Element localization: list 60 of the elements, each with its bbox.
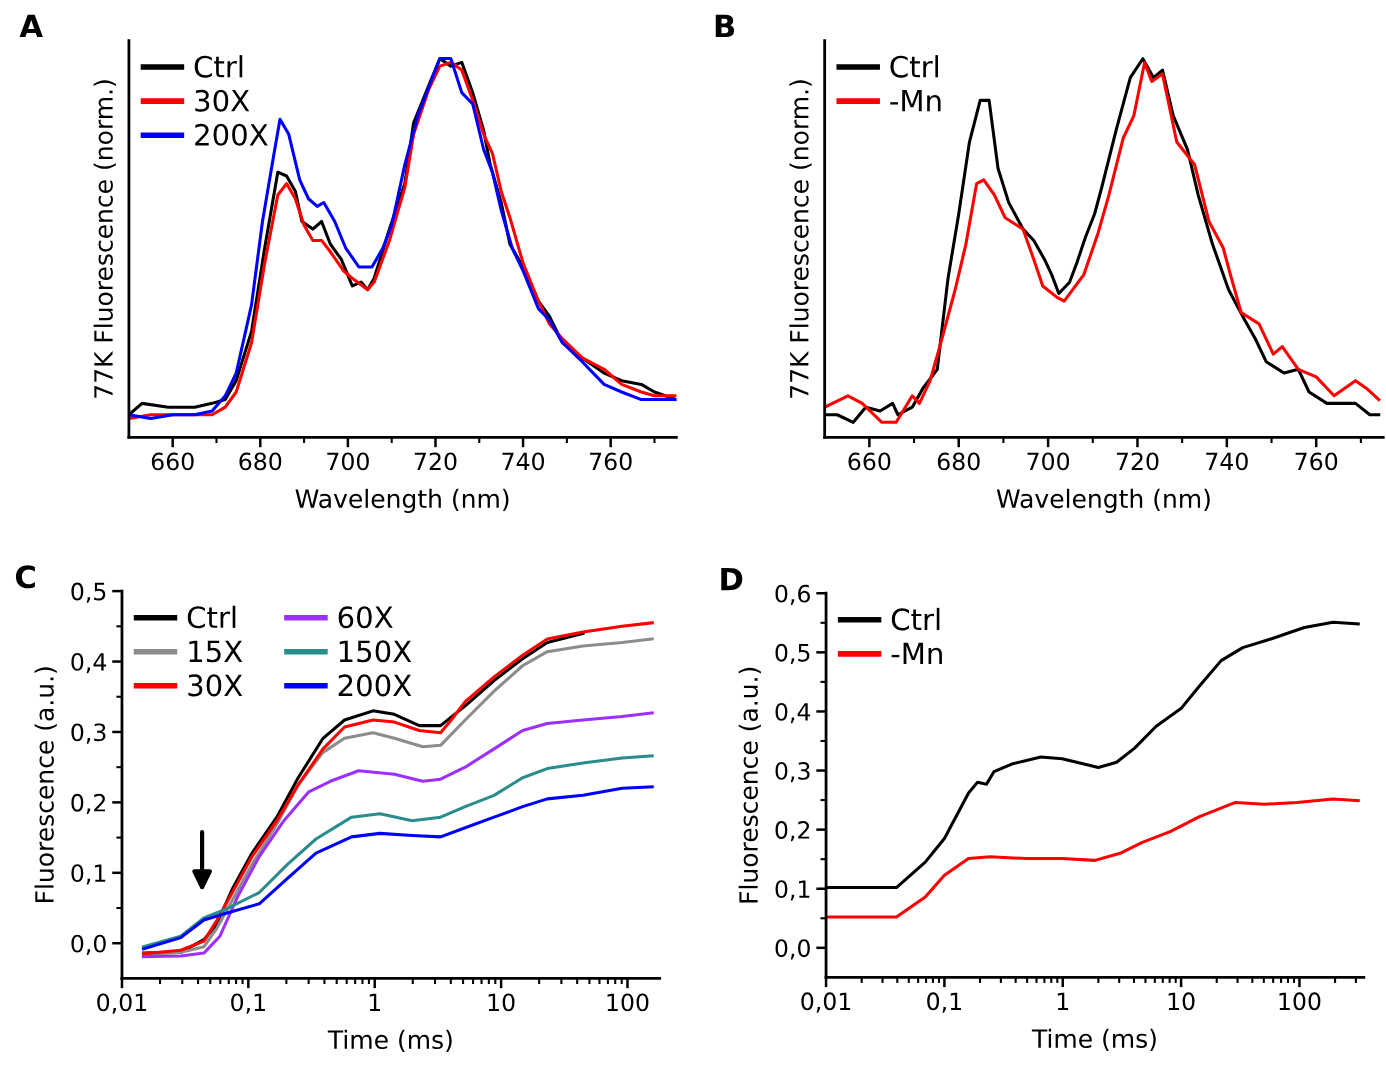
x-axis-title: Time (ms) [327, 1029, 452, 1053]
x-tick-label: 0,1 [927, 992, 961, 1013]
x-tick-label: 0,01 [97, 993, 147, 1014]
y-tick-label: 0,2 [71, 793, 106, 815]
y-axis-title: Fluorescence (a.u.) [34, 667, 57, 902]
y-tick-label: 0,0 [71, 934, 106, 955]
x-tick-label: 680 [937, 452, 980, 471]
x-tick-label: 0,1 [231, 993, 265, 1014]
x-tick-label: 700 [327, 452, 369, 471]
x-tick-label: 100 [607, 993, 649, 1012]
legend-label: -Mn [890, 90, 941, 112]
x-tick-label: 1 [1057, 992, 1069, 1010]
y-tick-label: 0,5 [71, 582, 106, 603]
chart-title: C [15, 565, 35, 589]
x-tick-label: 680 [239, 452, 282, 471]
y-tick-label: 0,4 [71, 652, 107, 674]
x-tick-label: 740 [502, 452, 545, 471]
legend-label: 200X [338, 674, 412, 697]
x-tick-label: 740 [1206, 452, 1248, 471]
legend-label: -Mn [891, 642, 942, 665]
x-tick-label: 700 [1027, 452, 1070, 471]
x-tick-label: 0,01 [801, 992, 851, 1013]
legend-label: 30X [195, 89, 250, 112]
y-axis-title: Fluorescence (a.u.) [738, 667, 761, 903]
x-tick-label: 760 [1295, 452, 1338, 471]
y-tick-label: 0,0 [775, 939, 810, 960]
legend-label: Ctrl [194, 55, 243, 78]
x-tick-label: 660 [848, 452, 891, 471]
y-axis-title: 77K Fluorescence (norm.) [789, 80, 812, 398]
chart-title: B [715, 14, 735, 38]
x-tick-label: 1 [369, 993, 381, 1011]
chart-title: A [19, 14, 43, 38]
legend-label: 15X [189, 640, 243, 663]
y-tick-label: 0,3 [775, 761, 810, 783]
x-tick-label: 660 [151, 452, 194, 471]
y-tick-label: 0,1 [775, 880, 810, 901]
y-tick-label: 0,2 [775, 821, 810, 842]
x-tick-label: 720 [1116, 452, 1159, 471]
legend-label: Ctrl [890, 55, 938, 78]
y-tick-label: 0,1 [71, 864, 106, 885]
y-tick-label: 0,3 [71, 723, 106, 744]
x-axis-title: Wavelength (nm) [295, 488, 509, 513]
legend-label: 60X [338, 606, 393, 629]
x-axis-title: Wavelength (nm) [996, 488, 1210, 513]
legend-label: Ctrl [891, 607, 940, 631]
legend-label: Ctrl [187, 605, 236, 629]
x-tick-label: 720 [414, 452, 457, 471]
x-tick-label: 760 [590, 452, 632, 471]
y-tick-label: 0,5 [775, 643, 810, 665]
y-axis-title: 77K Fluorescence (norm.) [93, 80, 116, 398]
legend-label: 30X [188, 674, 243, 697]
chart-title: D [721, 567, 743, 591]
legend-label: 150X [339, 640, 412, 663]
y-tick-label: 0,6 [775, 584, 810, 605]
x-axis-title: Time (ms) [1031, 1028, 1156, 1051]
x-tick-label: 100 [1279, 992, 1321, 1011]
y-tick-label: 0,4 [775, 702, 811, 724]
x-tick-label: 10 [488, 993, 515, 1012]
x-tick-label: 10 [1168, 992, 1195, 1011]
legend-label: 200X [195, 123, 268, 146]
